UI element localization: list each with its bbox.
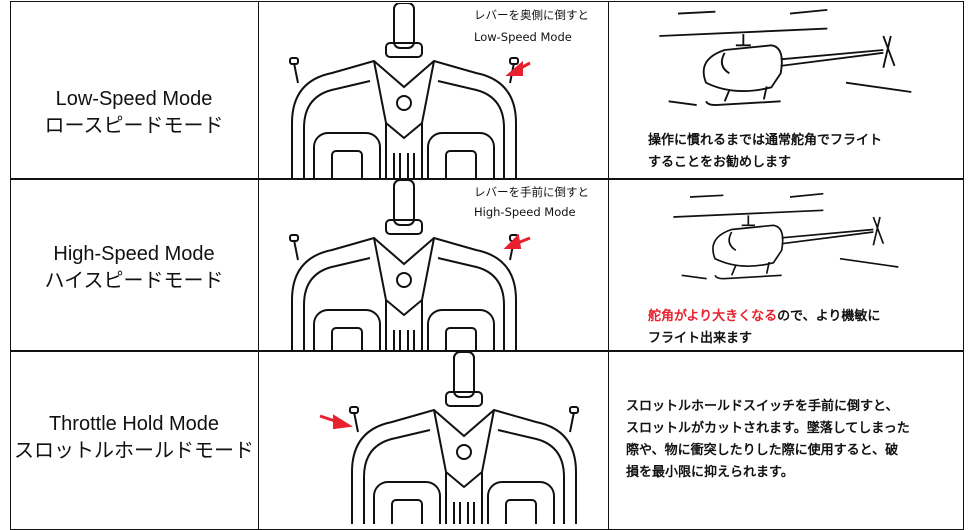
description-line: 舵角がより大きくなるので、より機敏に	[648, 306, 880, 328]
helicopter-illustration	[658, 8, 913, 106]
mode-subtitle: ロースピードモード	[44, 115, 224, 137]
mode-subtitle: スロットルホールドモード	[14, 440, 254, 462]
transmitter-illustration	[319, 352, 579, 524]
lever-note: Low-Speed Mode	[474, 30, 572, 44]
transmitter-illustration	[289, 180, 531, 350]
mode-subtitle: ハイスピードモード	[44, 270, 224, 292]
mode-title: High-Speed Mode	[53, 243, 215, 265]
cell	[608, 178, 964, 352]
lever-note: レバーを奥側に倒すと	[474, 8, 589, 22]
description-line: 操作に慣れるまでは通常舵角でフライト	[648, 133, 883, 148]
description-line: フライト出来ます	[648, 331, 753, 346]
description-line: スロットルホールドスイッチを手前に倒すと、	[626, 399, 899, 414]
lever-note: レバーを手前に倒すと	[474, 185, 589, 199]
description-line: スロットルがカットされます。墜落してしまった	[626, 421, 910, 436]
mode-title: Low-Speed Mode	[55, 88, 213, 110]
description-line: 際や、物に衝突したりした際に使用すると、破	[626, 443, 899, 458]
lever-note: High-Speed Mode	[474, 205, 576, 219]
transmitter-illustration	[289, 3, 531, 178]
helicopter-illustration	[672, 192, 900, 280]
description-highlight: 舵角がより大きくなる	[648, 309, 778, 324]
description-text: ので、より機敏に	[777, 309, 881, 324]
description-line: 損を最小限に抑えられます。	[626, 465, 794, 480]
description-line: することをお勧めします	[648, 155, 792, 170]
mode-title: Throttle Hold Mode	[48, 413, 220, 435]
cell	[608, 1, 964, 180]
